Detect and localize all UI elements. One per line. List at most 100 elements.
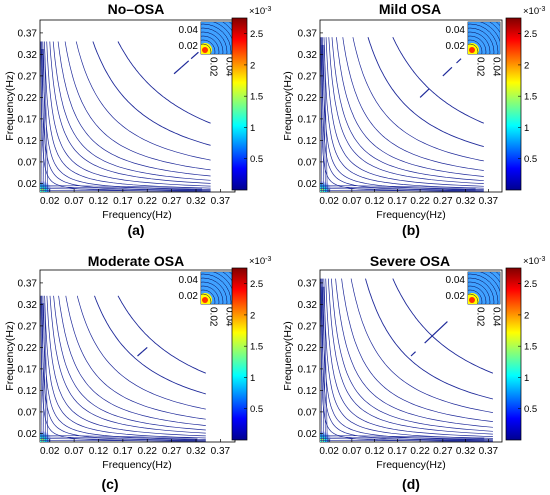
panel-c-xtick-label: 0.27 (162, 446, 182, 457)
panel-b-ytick-label: 0.27 (298, 71, 318, 82)
panel-b-diagonal-feature (419, 88, 430, 98)
panel-c-contour-level (76, 295, 206, 410)
panel-d-colorbar-exponent: ×10-3 (523, 256, 545, 267)
panel-a-diagonal-feature (190, 51, 199, 60)
panel-d-ytick-label: 0.22 (298, 343, 318, 354)
panel-b-colorbar: 0.5 1 1.5 2 2.5 ×10-3 (505, 6, 545, 191)
panel-d-xlabel: Frequency(Hz) (376, 459, 445, 471)
panel-c-colorbar: 0.5 1 1.5 2 2.5 ×10-3 (231, 256, 271, 441)
panel-a-xtick-label: 0.07 (64, 196, 84, 207)
panel-b-ytick-label: 0.12 (298, 136, 318, 147)
panel-c-colorbar-exponent-power: -3 (265, 256, 271, 263)
panel-b-inset-contour (468, 35, 487, 54)
panel-d-contour-level (335, 278, 493, 428)
panel-d-contour-level (365, 278, 494, 400)
panel-b-contour-level (331, 37, 484, 182)
panel-b-inset-xtick: 0.04 (491, 57, 502, 77)
panel-a-contour-level (117, 41, 211, 124)
panel-b-colorbar-label: 0.5 (524, 154, 537, 165)
panel-b-contour-level (336, 37, 484, 177)
panel-d: Severe OSA 0.040.020.02 0.040.02 0.07 0.12 0… (282, 253, 545, 492)
panel-a-xtick-label: 0.22 (138, 196, 158, 207)
panel-a-colorbar-label: 1 (250, 123, 255, 134)
panel-c-contour-level (46, 295, 206, 437)
panel-b-contour-level (325, 37, 484, 187)
panel-d-ytick-label: 0.07 (298, 407, 318, 418)
panel-b-ytick-label: 0.07 (298, 157, 318, 168)
panel-b-colorbar-exponent: ×10-3 (523, 6, 545, 17)
panel-b-contour-band-y (322, 44, 326, 192)
panel-c-ytick-label: 0.22 (18, 343, 38, 354)
panel-d-inset-xtick: 0.04 (491, 307, 502, 327)
panel-d-contour-level (350, 278, 493, 413)
panel-b-inset-contour (468, 43, 479, 54)
panel-a-xtick-label: 0.37 (211, 196, 231, 207)
panel-a-plot: 0.040.020.02 0.040.02 0.07 0.12 0.17 0.22 0.27… (18, 19, 236, 207)
panel-a-contour-band-y (40, 49, 43, 192)
panel-a-colorbar-label: 0.5 (250, 154, 263, 165)
panel-c-xlabel: Frequency(Hz) (102, 459, 171, 471)
panel-c-ytick-label: 0.12 (18, 386, 38, 397)
panel-a-inset-contour (201, 43, 212, 54)
panel-a-colorbar-ramp (231, 17, 248, 191)
panel-b-contour-band-y (324, 44, 328, 192)
panel-c-inset-ytick: 0.04 (179, 275, 199, 286)
panel-a-contour-band-x (40, 188, 203, 191)
panel-b-xtick-label: 0.07 (342, 196, 362, 207)
panel-a-ytick-label: 0.27 (18, 71, 38, 82)
panel-c-ytick-label: 0.37 (18, 278, 38, 289)
panel-c-colorbar-label: 1.5 (250, 342, 263, 353)
panel-a-ylabel: Frequency(Hz) (4, 71, 16, 140)
panel-d-colorbar: 0.5 1 1.5 2 2.5 ×10-3 (505, 256, 545, 441)
panel-c-contour-level (40, 295, 206, 442)
panel-c-inset-contour (201, 289, 216, 304)
panel-a-diagonal-feature (180, 60, 190, 68)
panel-c-inset-xtick: 0.04 (224, 307, 235, 327)
panel-a-contour-band-x (40, 189, 203, 192)
panel-c-colorbar-label: 0.5 (250, 404, 263, 415)
panel-d-contour-level (328, 278, 493, 435)
panel-b-ytick-label: 0.37 (298, 28, 318, 39)
panel-b-label: (b) (402, 222, 420, 238)
panel-a-ytick-label: 0.22 (18, 93, 38, 104)
panel-b-contour-level (321, 37, 484, 191)
panel-b-diagonal-feature (442, 66, 453, 77)
panel-c-xtick-label: 0.32 (186, 446, 206, 457)
panel-d-inset-contour (468, 285, 487, 304)
panel-c-contour-band-y (43, 303, 47, 442)
panel-d-contour-band-x (320, 439, 485, 442)
panel-b-contour-band-x (320, 184, 476, 189)
panel-a-inset-contour (201, 27, 228, 54)
panel-b-contour-band-y (320, 44, 323, 192)
panel-a-contour-band-x (40, 184, 203, 189)
panel-a-contour-level (75, 41, 211, 161)
panel-a-inset-xtick: 0.02 (208, 57, 219, 77)
panel-a-title: No–OSA (108, 1, 165, 17)
panel-c-contour-level (94, 295, 206, 395)
panel-d-ytick-label: 0.37 (298, 278, 318, 289)
panel-c-contour-band-x (40, 434, 198, 439)
panel-c-colorbar-label: 1 (250, 373, 255, 384)
panel-d-inset-contour (468, 273, 499, 304)
panel-c-xtick-label: 0.37 (211, 446, 231, 457)
panel-b-xtick-label: 0.02 (319, 196, 339, 207)
panel-c-contour-level (117, 295, 206, 374)
panel-c-inset-xtick: 0.02 (208, 307, 219, 327)
panel-c-ytick-label: 0.32 (18, 300, 38, 311)
panel-d-colorbar-label: 2 (524, 310, 529, 321)
panel-a-inset-xtick: 0.04 (224, 57, 235, 77)
panel-d-contour-level (323, 278, 493, 439)
panel-b-inset-xtick: 0.02 (475, 57, 486, 77)
panel-b-contour-band-x (320, 188, 476, 191)
panel-b-inset-contour (468, 27, 495, 54)
panel-b-contour-level (328, 37, 484, 184)
panel-c-ylabel: Frequency(Hz) (4, 321, 16, 390)
panel-c-contour-band-y (40, 303, 43, 442)
panel-d-contour-band-y (321, 286, 324, 442)
panel-a-contour-level (57, 41, 211, 177)
panel-a-contour-band-y (42, 49, 45, 192)
panel-c-plot: 0.040.020.02 0.040.02 0.07 0.12 0.17 0.22 0.27… (18, 269, 236, 457)
panel-c-inset-contour (201, 273, 232, 304)
panel-c: Moderate OSA 0.040.020.02 0.040.02 0.07 0.1… (4, 253, 271, 492)
panel-b-contour-band-x (320, 186, 476, 190)
